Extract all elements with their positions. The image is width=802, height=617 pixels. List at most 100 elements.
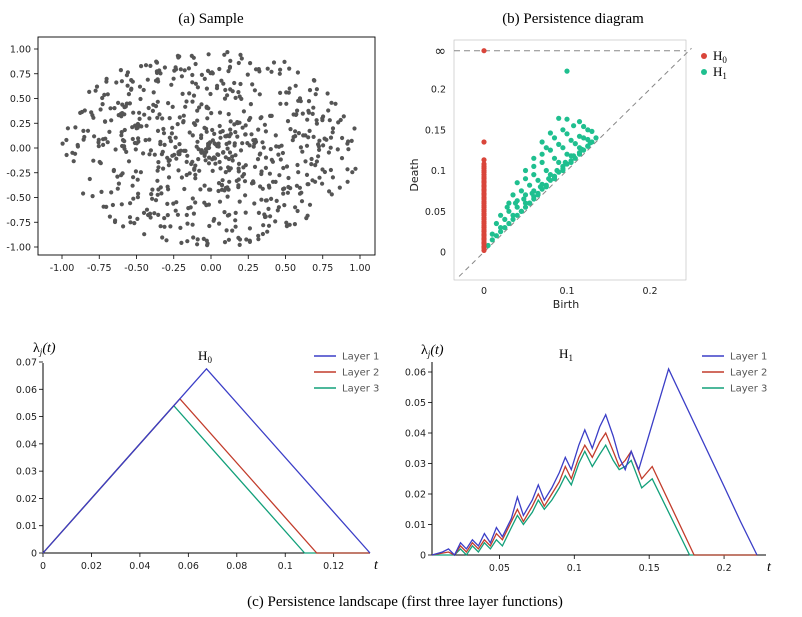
sample-point (193, 200, 198, 205)
sample-point (208, 91, 213, 97)
sample-point (252, 88, 257, 93)
sample-point (307, 128, 312, 133)
sample-point (292, 222, 297, 227)
h1-legend-label: Layer 2 (730, 368, 767, 379)
sample-point (227, 150, 233, 155)
sample-point (100, 95, 105, 101)
sample-point (225, 194, 230, 199)
persistence-point-h1 (564, 131, 570, 137)
sample-point (171, 201, 176, 206)
sample-point (263, 155, 269, 160)
sample-point (177, 115, 182, 120)
persistence-point-h1 (551, 176, 558, 182)
sample-point (113, 147, 118, 152)
h1-ticks: 0.05 0.1 0.15 0.2 0 0.01 0.02 0.03 0.04 0.05 0.06 (405, 368, 732, 575)
persistence-point-h1 (485, 242, 491, 249)
h0-ytick-label: 0.01 (16, 521, 37, 532)
sample-point (233, 210, 238, 215)
sample-point (153, 104, 159, 109)
sample-point (82, 108, 87, 113)
sample-point (206, 106, 211, 111)
sample-point (304, 172, 310, 177)
sample-point (144, 123, 149, 128)
sample-point (256, 237, 261, 242)
sample-point (102, 92, 107, 97)
persistence-point-h1 (529, 190, 535, 196)
sample-xtick-label: -0.25 (161, 263, 186, 274)
sample-point (235, 121, 240, 126)
sample-point (293, 134, 298, 139)
sample-point (274, 198, 279, 203)
persistence-point-h1 (564, 68, 570, 74)
h0-legend-label: Layer 3 (342, 384, 379, 395)
sample-point (156, 165, 161, 170)
sample-point (345, 179, 350, 184)
sample-point (227, 179, 232, 184)
persistence-point-h1 (576, 133, 583, 139)
sample-point (139, 124, 144, 129)
sample-point (299, 190, 304, 195)
sample-point (262, 122, 267, 127)
sample-point (173, 145, 178, 150)
sample-point (224, 228, 229, 233)
sample-point (320, 116, 325, 121)
h0-ytick-label: 0.03 (16, 467, 37, 478)
sample-point (137, 110, 142, 115)
sample-point (324, 137, 329, 142)
sample-point (93, 88, 98, 93)
sample-point (100, 102, 105, 107)
sample-point (174, 156, 179, 161)
sample-point (133, 147, 138, 152)
h1-ytick-label: 0.04 (405, 429, 426, 440)
sample-point (202, 153, 207, 158)
sample-point (160, 116, 165, 121)
sample-point (209, 111, 214, 116)
sample-point (240, 174, 245, 179)
sample-point (236, 60, 241, 66)
sample-point (155, 128, 161, 133)
sample-point (179, 175, 184, 180)
sample-point (182, 68, 187, 73)
sample-point (178, 225, 183, 230)
persistence-point-h1 (547, 172, 554, 178)
sample-point (290, 138, 295, 143)
sample-point (270, 179, 276, 184)
sample-point (129, 87, 134, 92)
panel-sample: (a) Sample -1.00 -0.75 -0.50 -0.25 0.00 0.25 0… (6, 11, 376, 274)
persistence-point-h1 (556, 141, 562, 147)
sample-point (103, 136, 108, 141)
sample-point (306, 135, 311, 140)
h1-ytick-label: 0 (420, 551, 426, 562)
sample-point (260, 231, 265, 237)
sample-point (155, 192, 160, 197)
sample-point (223, 155, 228, 160)
persistence-title: (b) Persistence diagram (502, 11, 644, 27)
sample-point (92, 134, 97, 139)
sample-point (176, 151, 181, 157)
sample-point (327, 189, 332, 194)
sample-point (268, 147, 273, 152)
persistence-point-h1 (506, 220, 512, 227)
sample-point (160, 235, 165, 240)
sample-point (328, 145, 333, 150)
sample-point (190, 72, 195, 78)
sample-point (284, 101, 289, 106)
sample-point (126, 92, 131, 97)
sample-point (157, 68, 162, 73)
sample-point (264, 198, 269, 203)
sample-point (350, 170, 355, 175)
sample-point (75, 144, 80, 149)
sample-point (226, 156, 231, 162)
sample-point (314, 121, 319, 126)
sample-point (155, 168, 160, 173)
sample-point (60, 141, 65, 146)
sample-point (256, 233, 261, 238)
sample-point (119, 173, 124, 178)
sample-point (193, 61, 198, 67)
persistence-point-h1 (564, 151, 570, 157)
h1-lines (431, 367, 758, 557)
sample-point (136, 191, 141, 196)
sample-point (306, 108, 311, 113)
sample-point (206, 202, 211, 207)
h1-line-layer-2 (431, 431, 757, 556)
